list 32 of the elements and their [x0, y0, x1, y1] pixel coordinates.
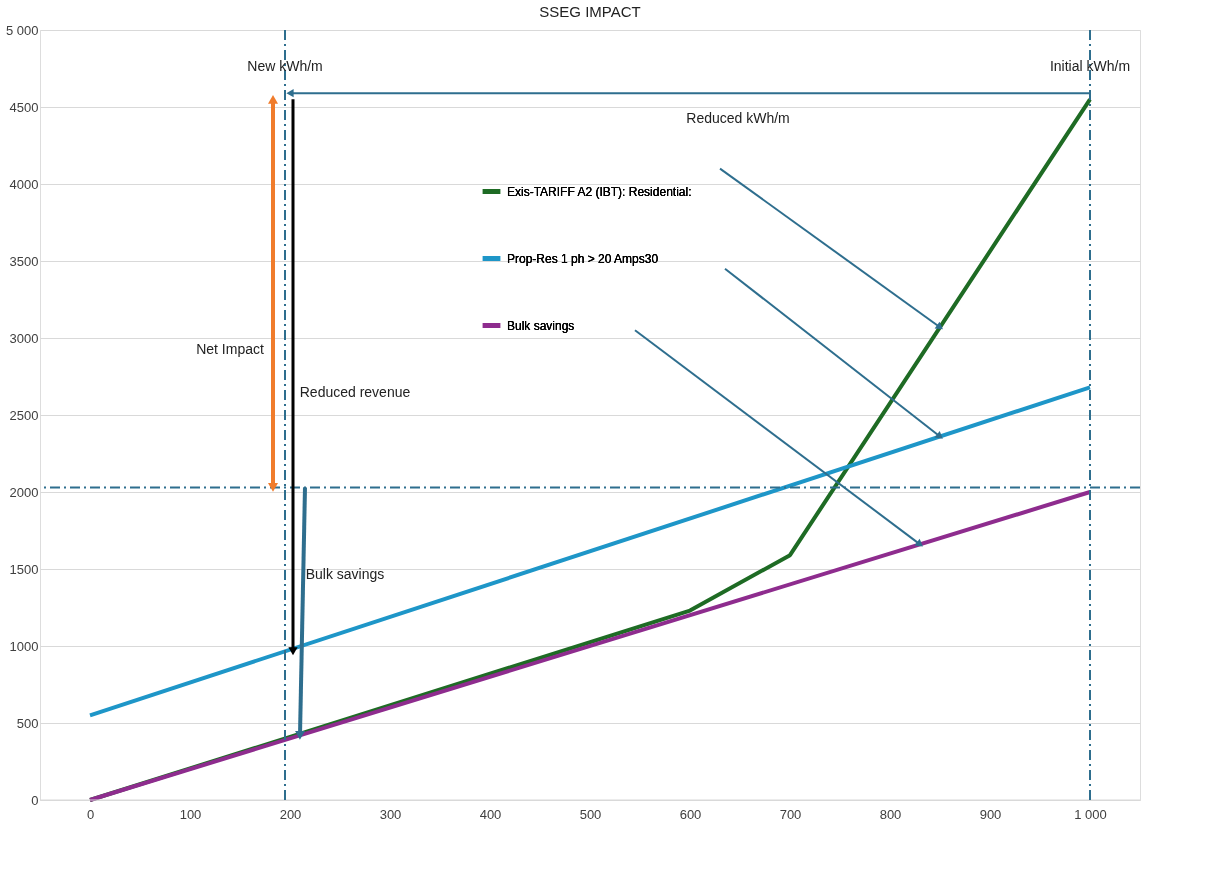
legend-label: Prop-Res 1 ph > 20 Amps30: [507, 251, 659, 266]
y-tick-label: 500: [16, 715, 39, 731]
y-tick-label: 0: [31, 792, 39, 808]
y-tick-label: 4000: [9, 176, 39, 192]
annotation: Net Impact: [196, 341, 264, 358]
annotation: Reduced kWh/m: [686, 110, 790, 127]
y-tick-label: 4500: [9, 99, 39, 115]
y-tick-label: 1000: [9, 638, 39, 654]
x-tick-label: 300: [379, 806, 402, 822]
x-tick-label: 400: [479, 806, 502, 822]
x-tick-label: 800: [879, 806, 902, 822]
x-tick-label: 200: [279, 806, 302, 822]
x-tick-label: 100: [179, 806, 202, 822]
annotation: Reduced revenue: [299, 384, 411, 401]
x-tick-label: 500: [579, 806, 602, 822]
y-tick-label: 3000: [9, 330, 39, 346]
x-tick-label: 1 000: [1074, 806, 1107, 822]
y-tick-label: 2500: [9, 407, 39, 423]
y-tick-label: 3500: [9, 253, 39, 269]
x-tick-label: 0: [86, 806, 95, 822]
legend-label: Exis-TARIFF A2 (IBT): Residential:: [507, 184, 692, 199]
x-tick-label: 600: [679, 806, 702, 822]
y-tick-label: 2000: [9, 484, 39, 500]
annotation: Bulk savings: [305, 566, 385, 583]
x-tick-label: 700: [779, 806, 802, 822]
legend-label: Bulk savings: [507, 318, 575, 333]
annotation: New kWh/m: [247, 57, 323, 74]
y-tick-label: 5 000: [5, 22, 39, 38]
x-tick-label: 900: [979, 806, 1002, 822]
annotation: Initial kWh/m: [1049, 57, 1131, 74]
y-tick-label: 1500: [9, 561, 39, 577]
chart-title: SSEG IMPACT: [539, 3, 641, 20]
